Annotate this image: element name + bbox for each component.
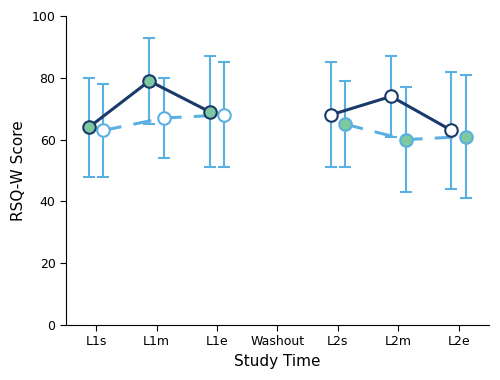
X-axis label: Study Time: Study Time: [234, 354, 320, 369]
Y-axis label: RSQ-W Score: RSQ-W Score: [11, 120, 26, 221]
